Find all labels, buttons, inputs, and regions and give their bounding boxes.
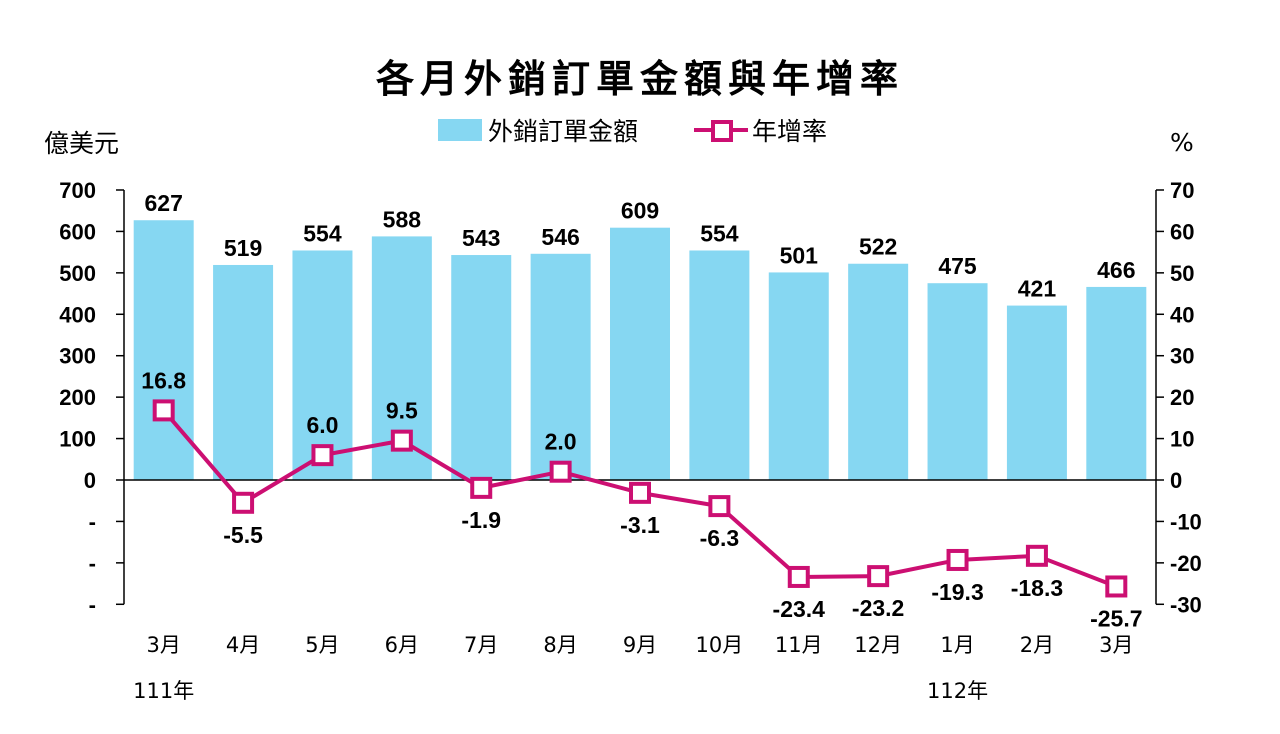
bar-label-0: 627: [145, 190, 183, 216]
bar-label-4: 543: [462, 225, 500, 251]
right-axis-unit: %: [1170, 128, 1194, 157]
right-tick-label-5: 20: [1170, 385, 1194, 410]
bar-label-1: 519: [224, 235, 262, 261]
right-tick-label-9: 60: [1170, 219, 1194, 244]
right-tick-label-0: -30: [1170, 592, 1202, 617]
bar-label-10: 475: [938, 253, 977, 279]
left-axis-unit: 億美元: [44, 129, 120, 158]
right-tick-label-4: 10: [1170, 427, 1194, 452]
rate-point-3: [390, 429, 413, 452]
bar-4: [451, 255, 512, 480]
bar-5: [530, 253, 591, 480]
left-tick-label-2: 200: [59, 385, 96, 410]
rate-point-4: [470, 476, 493, 499]
rate-label-12: -25.7: [1090, 605, 1142, 631]
rate-point-8: [787, 565, 810, 588]
rate-label-8: -23.4: [773, 596, 826, 622]
category-label-11: 2月: [1020, 633, 1054, 657]
right-tick-label-10: 70: [1170, 178, 1194, 203]
right-tick-label-3: 0: [1170, 468, 1182, 493]
category-label-2: 5月: [305, 633, 339, 657]
rate-point-0: [152, 399, 175, 422]
left-tick-label-4: 400: [59, 302, 96, 327]
rate-point-2: [311, 444, 334, 467]
chart-title: 各月外銷訂單金額與年增率: [375, 56, 904, 101]
bar-12: [1086, 286, 1147, 480]
bar-11: [1006, 305, 1067, 480]
bar-1: [213, 264, 274, 480]
rate-label-6: -3.1: [620, 512, 660, 538]
left-tick-label-1: 100: [59, 427, 96, 452]
legend-bar-label: 外銷訂單金額: [488, 117, 639, 146]
bar-label-6: 609: [621, 198, 659, 224]
bar-label-9: 522: [859, 234, 897, 260]
category-label-6: 9月: [623, 633, 657, 657]
legend-line-label: 年增率: [752, 117, 828, 146]
rate-label-10: -19.3: [931, 579, 983, 605]
category-label-7: 10月: [696, 633, 744, 657]
category-label-12: 3月: [1099, 633, 1133, 657]
category-label-1: 4月: [226, 633, 260, 657]
rate-label-9: -23.2: [852, 595, 904, 621]
category-label-4: 7月: [464, 633, 498, 657]
rate-label-11: -18.3: [1011, 575, 1063, 601]
rate-label-2: 6.0: [306, 412, 338, 438]
bar-6: [610, 227, 670, 480]
left-tick-label-0: 0: [84, 468, 96, 493]
bar-label-3: 588: [383, 206, 422, 232]
rate-point-12: [1105, 575, 1128, 598]
rate-label-4: -1.9: [461, 507, 501, 533]
rate-point-10: [946, 548, 969, 571]
bar-10: [927, 283, 988, 480]
bar-label-2: 554: [303, 220, 342, 246]
rate-point-6: [629, 481, 651, 504]
bar-label-12: 466: [1097, 257, 1135, 283]
right-tick-label-7: 40: [1170, 302, 1194, 327]
bar-0: [133, 220, 194, 481]
left-minor-tick-label-0: -: [89, 509, 96, 534]
category-label-3: 6月: [385, 633, 419, 657]
left-tick-label-7: 700: [59, 178, 96, 203]
rate-point-9: [867, 565, 890, 588]
category-label-10: 1月: [940, 633, 974, 657]
legend-line-swatch: [694, 119, 749, 142]
left-tick-label-3: 300: [59, 344, 96, 369]
year-label-1: 112年: [927, 679, 988, 703]
left-tick-label-5: 500: [59, 261, 96, 286]
category-label-0: 3月: [147, 633, 181, 657]
category-label-5: 8月: [543, 633, 577, 657]
rate-label-1: -5.5: [223, 522, 263, 548]
bar-7: [689, 250, 750, 480]
bar-2: [292, 250, 353, 480]
rate-label-5: 2.0: [545, 429, 577, 455]
right-tick-label-2: -10: [1170, 509, 1202, 534]
rate-label-3: 9.5: [386, 398, 418, 424]
right-tick-label-1: -20: [1170, 551, 1202, 576]
bar-label-11: 421: [1018, 276, 1057, 302]
rate-point-7: [708, 495, 731, 518]
rate-point-11: [1025, 544, 1048, 567]
bar-label-5: 546: [541, 224, 579, 250]
legend-bar-swatch: [438, 119, 482, 141]
year-label-0: 111年: [133, 679, 194, 703]
bar-label-7: 554: [700, 220, 739, 246]
rate-point-5: [549, 460, 572, 483]
rate-point-1: [232, 491, 255, 514]
right-tick-label-6: 30: [1170, 344, 1194, 369]
bar-label-8: 501: [780, 242, 819, 268]
left-minor-tick-label-2: -: [89, 592, 96, 617]
chart-legend: 外銷訂單金額 年增率: [438, 110, 827, 150]
bar-8: [768, 272, 829, 480]
right-tick-label-8: 50: [1170, 261, 1194, 286]
bar-9: [848, 263, 909, 480]
rate-label-7: -6.3: [700, 525, 740, 551]
category-label-9: 12月: [854, 633, 902, 657]
left-tick-label-6: 600: [59, 219, 96, 244]
left-minor-tick-label-1: -: [89, 551, 96, 576]
rate-label-0: 16.8: [141, 367, 186, 393]
category-label-8: 11月: [775, 633, 823, 657]
